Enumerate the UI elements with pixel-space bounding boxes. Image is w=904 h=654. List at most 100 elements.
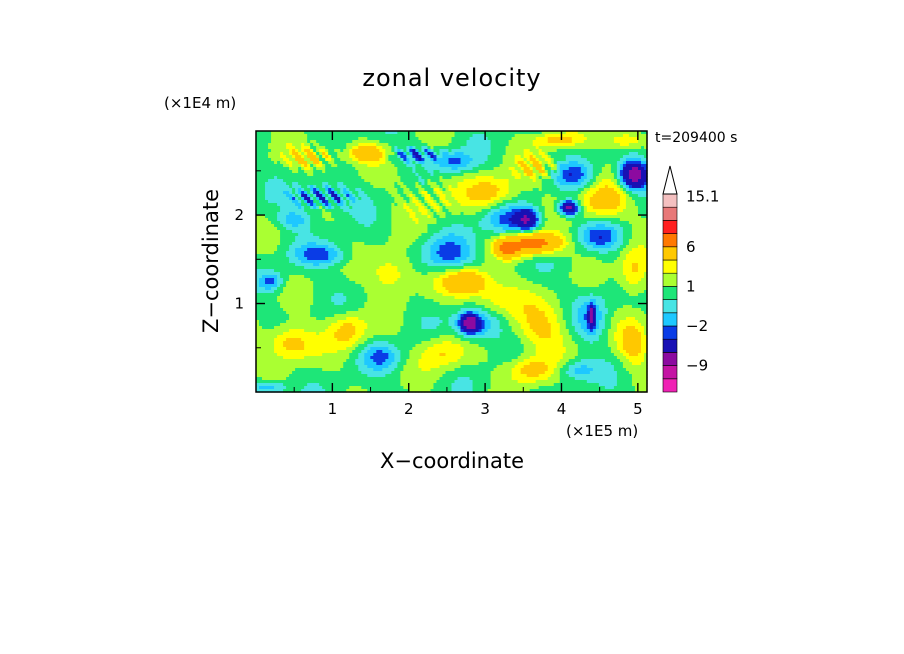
heatmap-cell bbox=[307, 224, 311, 228]
heatmap-cell bbox=[634, 188, 639, 192]
heatmap-cell bbox=[367, 221, 371, 225]
heatmap-cell bbox=[601, 224, 606, 228]
heatmap-cell bbox=[637, 239, 642, 243]
heatmap-cell bbox=[367, 203, 371, 207]
heatmap-cell bbox=[589, 194, 594, 198]
heatmap-cell bbox=[289, 197, 293, 201]
heatmap-cell bbox=[553, 188, 558, 192]
heatmap-cell bbox=[598, 215, 603, 219]
heatmap-cell bbox=[271, 173, 275, 177]
heatmap-cell bbox=[451, 173, 456, 177]
heatmap-cell bbox=[499, 227, 504, 231]
heatmap-cell bbox=[511, 185, 516, 189]
heatmap-cell bbox=[601, 239, 606, 243]
heatmap-cell bbox=[526, 155, 531, 159]
heatmap-cell bbox=[475, 233, 480, 237]
heatmap-cell bbox=[493, 182, 498, 186]
heatmap-cell bbox=[418, 188, 423, 192]
heatmap-cell bbox=[466, 233, 471, 237]
heatmap-cell bbox=[370, 179, 374, 183]
heatmap-cell bbox=[622, 194, 627, 198]
heatmap-cell bbox=[340, 140, 344, 144]
heatmap-cell bbox=[505, 215, 510, 219]
heatmap-cell bbox=[352, 149, 356, 153]
heatmap-cell bbox=[292, 170, 296, 174]
heatmap-cell bbox=[475, 215, 480, 219]
heatmap-cell bbox=[433, 167, 438, 171]
heatmap-cell bbox=[403, 200, 407, 204]
heatmap-cell bbox=[391, 164, 395, 168]
heatmap-cell bbox=[373, 149, 377, 153]
heatmap-cell bbox=[328, 215, 332, 219]
heatmap-cell bbox=[499, 206, 504, 210]
heatmap-cell bbox=[595, 236, 600, 240]
heatmap-cell bbox=[400, 242, 404, 246]
heatmap-cell bbox=[439, 197, 444, 201]
heatmap-cell bbox=[460, 215, 465, 219]
heatmap-cell bbox=[610, 233, 615, 237]
heatmap-cell bbox=[367, 143, 371, 147]
heatmap-cell bbox=[478, 158, 483, 162]
heatmap-cell bbox=[607, 140, 612, 144]
heatmap-cell bbox=[472, 236, 477, 240]
heatmap-cell bbox=[553, 230, 558, 234]
heatmap-cell bbox=[598, 212, 603, 216]
heatmap-cell bbox=[451, 194, 456, 198]
heatmap-cell bbox=[610, 134, 615, 138]
heatmap-cell bbox=[547, 218, 552, 222]
heatmap-cell bbox=[328, 200, 332, 204]
heatmap-cell bbox=[457, 236, 462, 240]
heatmap-cell bbox=[514, 188, 519, 192]
heatmap-cell bbox=[613, 209, 618, 213]
heatmap-cell bbox=[415, 170, 420, 174]
heatmap-cell bbox=[640, 197, 645, 201]
heatmap-cell bbox=[544, 146, 549, 150]
heatmap-cell bbox=[433, 155, 438, 159]
heatmap-cell bbox=[307, 218, 311, 222]
heatmap-cell bbox=[499, 197, 504, 201]
heatmap-cell bbox=[340, 233, 344, 237]
heatmap-cell bbox=[571, 239, 576, 243]
heatmap-cell bbox=[292, 212, 296, 216]
heatmap-cell bbox=[607, 230, 612, 234]
heatmap-cell bbox=[580, 155, 585, 159]
heatmap-cell bbox=[424, 137, 429, 141]
heatmap-cell bbox=[427, 200, 432, 204]
heatmap-cell bbox=[619, 146, 624, 150]
heatmap-cell bbox=[283, 224, 287, 228]
heatmap-cell bbox=[586, 215, 591, 219]
heatmap-cell bbox=[304, 221, 308, 225]
heatmap-cell bbox=[526, 170, 531, 174]
heatmap-cell bbox=[328, 242, 332, 246]
heatmap-cell bbox=[340, 179, 344, 183]
heatmap-cell bbox=[466, 227, 471, 231]
heatmap-cell bbox=[418, 230, 423, 234]
heatmap-cell bbox=[472, 170, 477, 174]
heatmap-cell bbox=[385, 194, 389, 198]
heatmap-cell bbox=[376, 212, 380, 216]
heatmap-cell bbox=[394, 182, 398, 186]
heatmap-cell bbox=[523, 215, 528, 219]
heatmap-cell bbox=[280, 200, 284, 204]
heatmap-cell bbox=[517, 185, 522, 189]
heatmap-cell bbox=[379, 224, 383, 228]
heatmap-cell bbox=[490, 200, 495, 204]
heatmap-cell bbox=[586, 137, 591, 141]
heatmap-cell bbox=[550, 164, 555, 168]
heatmap-cell bbox=[619, 140, 624, 144]
heatmap-cell bbox=[610, 161, 615, 165]
heatmap-cell bbox=[370, 164, 374, 168]
heatmap-cell bbox=[337, 218, 341, 222]
heatmap-cell bbox=[628, 224, 633, 228]
heatmap-cell bbox=[619, 242, 624, 246]
heatmap-cell bbox=[637, 167, 642, 171]
heatmap-cell bbox=[502, 236, 507, 240]
heatmap-cell bbox=[640, 155, 645, 159]
heatmap-cell bbox=[412, 167, 417, 171]
heatmap-cell bbox=[493, 194, 498, 198]
heatmap-cell bbox=[499, 203, 504, 207]
heatmap-cell bbox=[571, 203, 576, 207]
heatmap-cell bbox=[295, 152, 299, 156]
heatmap-cell bbox=[292, 233, 296, 237]
heatmap-cell bbox=[625, 188, 630, 192]
